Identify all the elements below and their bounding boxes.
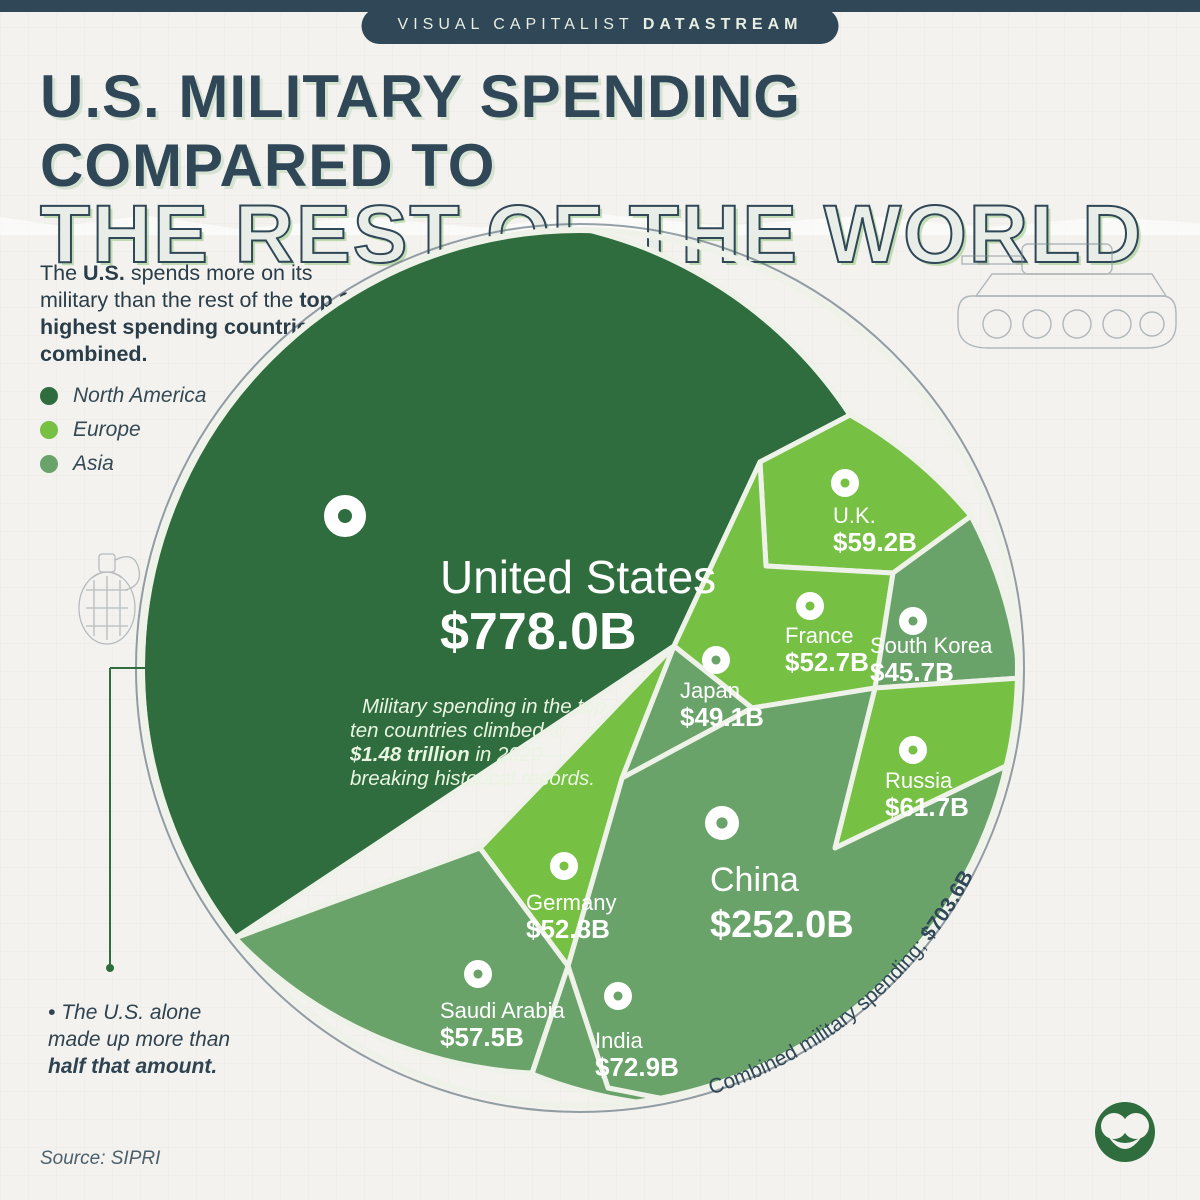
brand-right: DATASTREAM — [643, 16, 803, 33]
brand-left: VISUAL CAPITALIST — [398, 16, 634, 33]
usa-subnote: Military spending in the top ten countri… — [349, 695, 612, 790]
brand-tab: VISUAL CAPITALIST DATASTREAM — [362, 8, 839, 44]
legend-dot-eu — [40, 421, 58, 439]
vc-logo-icon — [1090, 1100, 1160, 1164]
voronoi-chart: Military spending in the top ten countri… — [140, 228, 1020, 1108]
title-line-1: U.S. MILITARY SPENDING COMPARED TO — [40, 62, 1160, 200]
country-label: Germany$52.8B — [526, 890, 616, 944]
legend-label-eu: Europe — [73, 418, 141, 442]
legend-dot-asia — [40, 455, 58, 473]
legend-dot-na — [40, 387, 58, 405]
legend-label-asia: Asia — [73, 452, 114, 476]
callout-text: • The U.S. alone made up more than half … — [48, 1000, 308, 1081]
grenade-icon — [62, 530, 152, 650]
callout-dot — [106, 964, 114, 972]
source-attribution: Source: SIPRI — [40, 1148, 160, 1170]
